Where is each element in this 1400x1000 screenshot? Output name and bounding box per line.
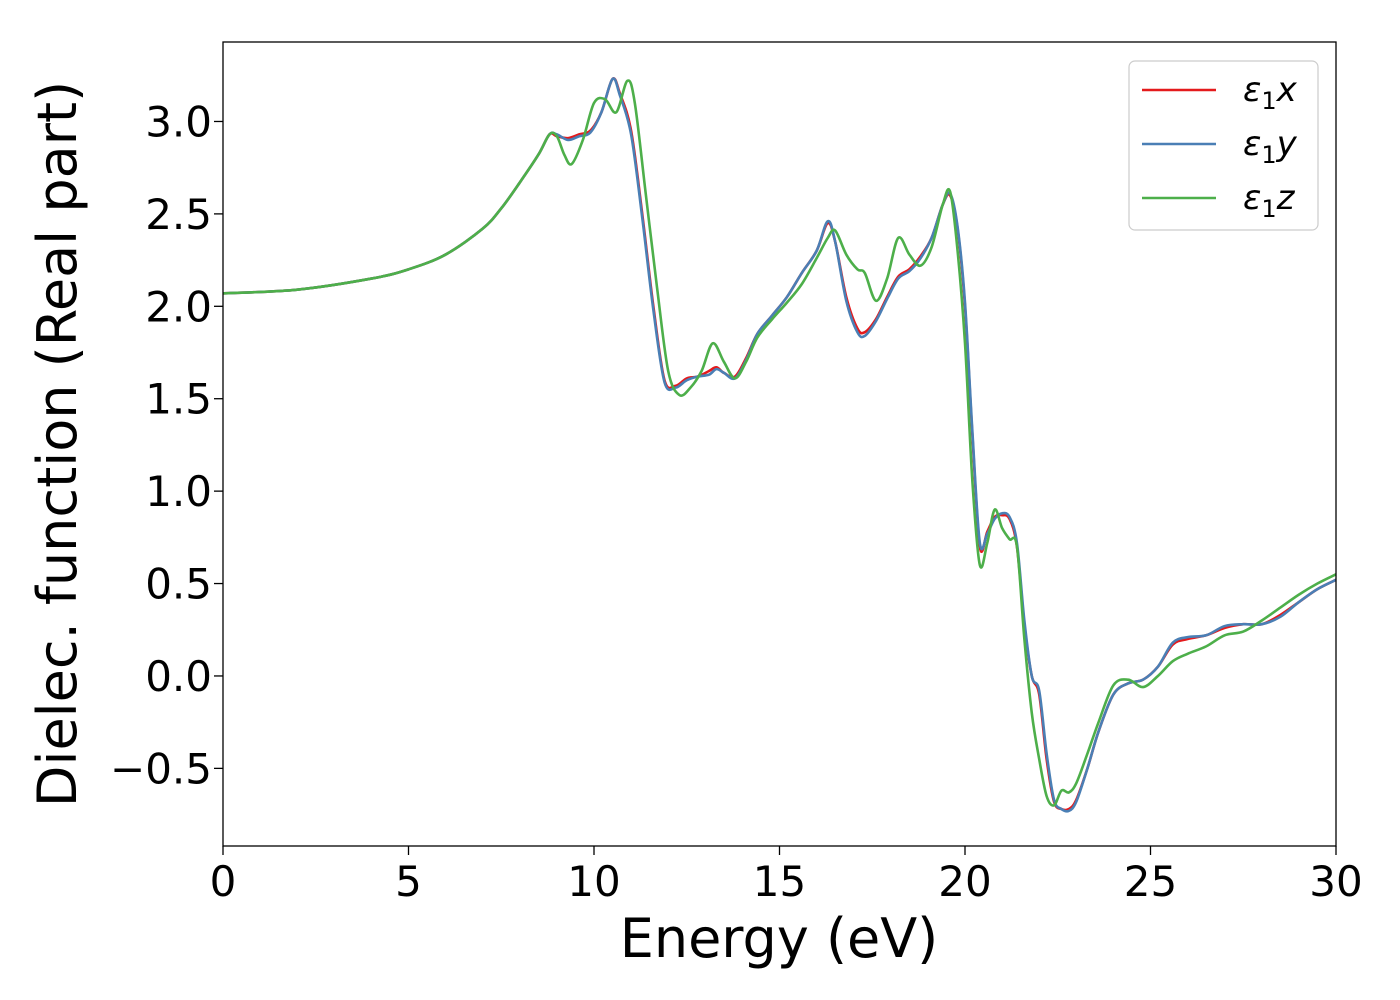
legend-label-base: ε <box>1243 178 1261 218</box>
x-tick-label: 10 <box>567 857 620 906</box>
x-tick-label: 0 <box>210 857 237 906</box>
y-tick-label: −0.5 <box>110 744 212 793</box>
x-tick-label: 15 <box>753 857 806 906</box>
legend-label-subscript: 1 <box>1261 141 1276 169</box>
legend-label-base: ε <box>1243 70 1261 110</box>
legend-box <box>1128 60 1319 231</box>
y-tick-label: 0.5 <box>145 560 212 609</box>
legend-label: ε1x <box>1243 70 1298 115</box>
legend-label-axis: x <box>1276 70 1298 110</box>
y-tick-label: 3.0 <box>145 97 212 146</box>
legend-label-base: ε <box>1243 124 1261 164</box>
y-axis-title: Dielec. function (Real part) <box>26 81 89 807</box>
legend-label-subscript: 1 <box>1261 87 1276 115</box>
y-tick-label: 2.5 <box>145 190 212 239</box>
plot-lines <box>222 77 1337 813</box>
x-axis-ticks: 0 5 10 15 20 25 30 <box>210 846 1363 906</box>
x-tick-label: 30 <box>1309 857 1362 906</box>
series-line-y <box>222 77 1337 813</box>
legend-label-subscript: 1 <box>1261 195 1276 223</box>
x-tick-label: 20 <box>938 857 991 906</box>
x-tick-label: 25 <box>1124 857 1177 906</box>
x-tick-label: 5 <box>395 857 422 906</box>
y-axis-ticks: −0.5 0.0 0.5 1.0 1.5 2.0 2.5 3.0 <box>110 97 223 793</box>
legend-label-axis: z <box>1276 178 1296 218</box>
y-tick-label: 0.0 <box>145 652 212 701</box>
legend-label: ε1z <box>1243 178 1296 223</box>
legend-label-axis: y <box>1276 124 1298 164</box>
series-line-z <box>222 79 1337 807</box>
legend-label: ε1y <box>1243 124 1298 169</box>
y-tick-label: 1.5 <box>145 375 212 424</box>
y-tick-label: 1.0 <box>145 467 212 516</box>
y-tick-label: 2.0 <box>145 282 212 331</box>
x-axis-title: Energy (eV) <box>620 907 939 970</box>
